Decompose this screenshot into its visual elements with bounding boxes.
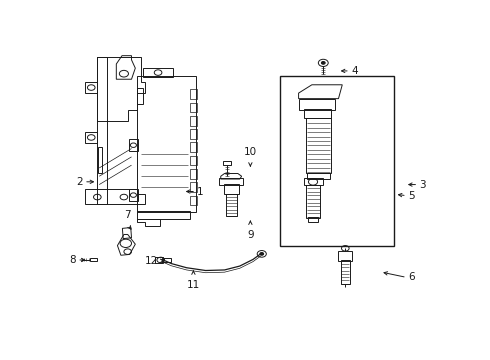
Bar xyxy=(129,189,138,201)
Bar xyxy=(341,260,350,284)
Circle shape xyxy=(260,252,264,255)
Bar xyxy=(137,211,190,219)
Bar xyxy=(190,183,197,192)
Text: 8: 8 xyxy=(70,255,76,265)
Text: 7: 7 xyxy=(124,210,131,220)
Circle shape xyxy=(321,62,325,64)
Bar xyxy=(90,258,97,261)
Bar xyxy=(190,89,197,99)
Bar xyxy=(224,184,239,194)
Bar xyxy=(190,196,197,205)
Bar xyxy=(303,178,322,185)
Bar xyxy=(155,257,163,263)
Bar xyxy=(190,103,197,112)
Text: 9: 9 xyxy=(247,230,254,240)
Bar xyxy=(190,116,197,126)
Text: 11: 11 xyxy=(187,280,200,290)
Text: 12: 12 xyxy=(145,256,158,266)
Bar xyxy=(143,68,173,77)
Text: 10: 10 xyxy=(244,147,257,157)
Bar xyxy=(129,139,138,151)
Bar xyxy=(162,258,172,262)
Bar xyxy=(226,194,237,216)
Text: 2: 2 xyxy=(76,177,83,187)
Text: 5: 5 xyxy=(408,191,415,201)
Bar xyxy=(222,161,231,165)
Bar xyxy=(98,57,107,204)
Bar xyxy=(309,217,318,222)
Bar xyxy=(280,76,393,246)
Text: 3: 3 xyxy=(419,180,426,190)
Bar xyxy=(190,143,197,152)
Bar xyxy=(190,156,197,166)
Bar xyxy=(306,118,331,174)
Bar xyxy=(137,76,196,212)
Text: 6: 6 xyxy=(408,273,415,283)
Bar xyxy=(306,185,320,218)
Text: 4: 4 xyxy=(351,66,358,76)
Text: 1: 1 xyxy=(197,186,204,197)
Bar xyxy=(190,169,197,179)
Bar xyxy=(98,147,101,174)
Bar xyxy=(307,173,330,179)
Bar xyxy=(339,251,352,261)
Bar xyxy=(190,129,197,139)
